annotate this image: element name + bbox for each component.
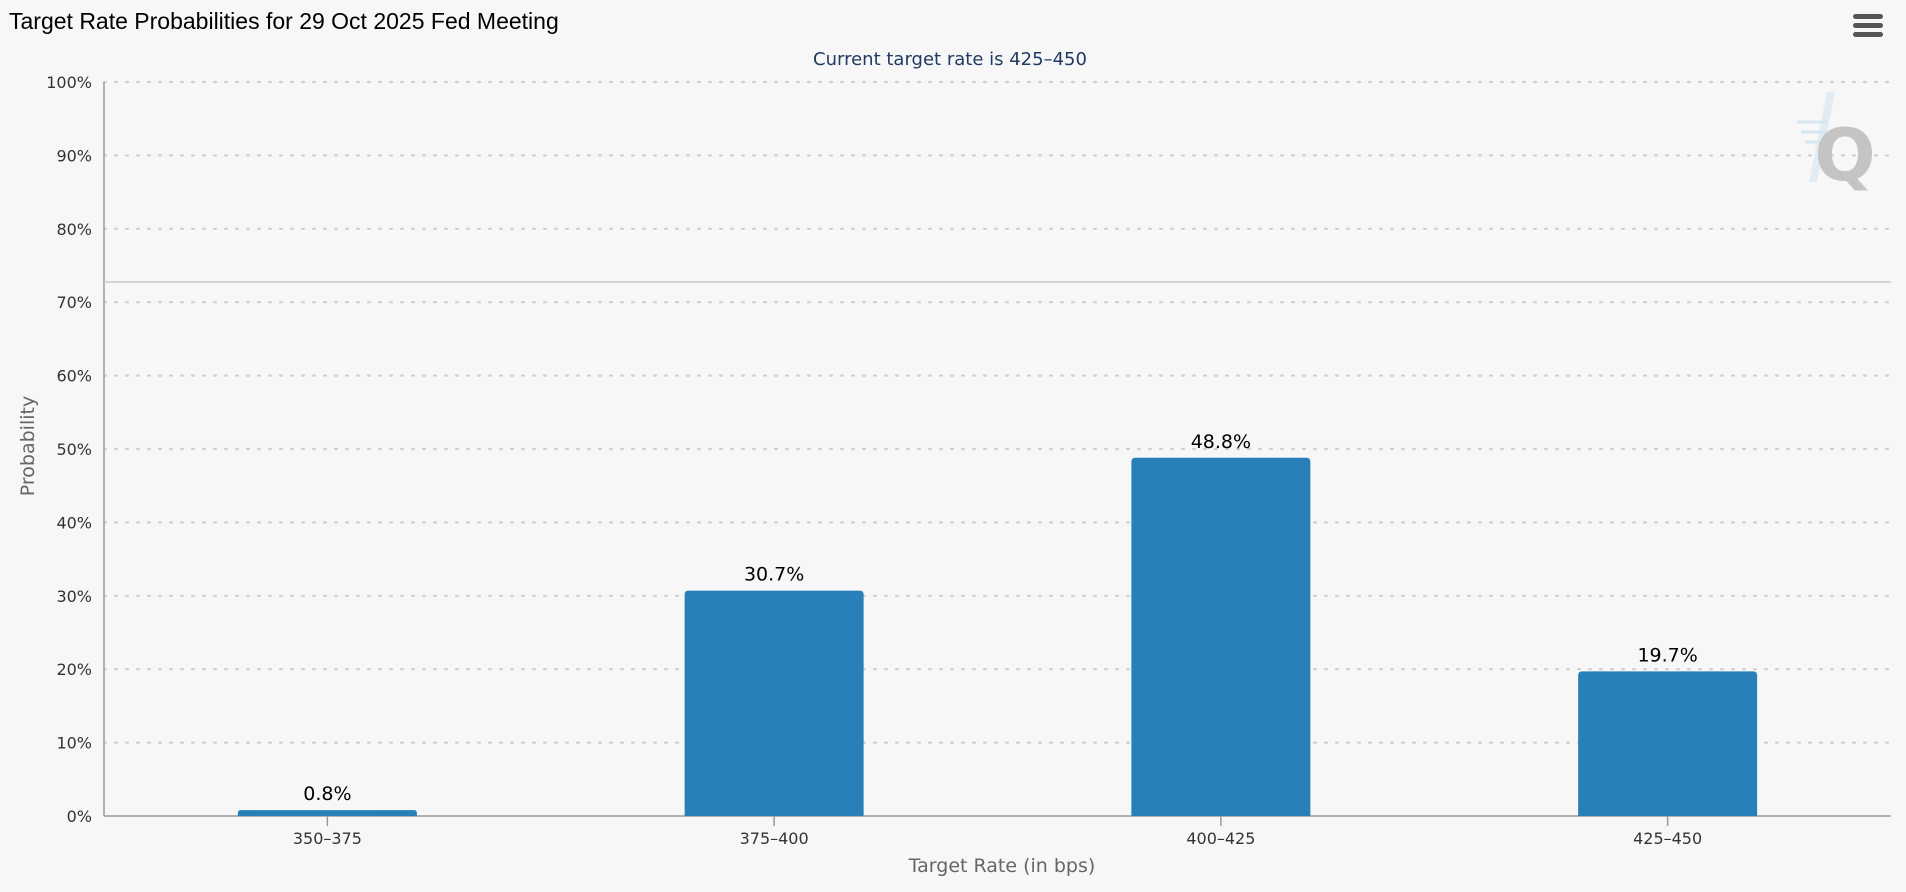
y-tick-label: 90% [56, 146, 92, 165]
y-tick-label: 40% [56, 513, 92, 532]
x-tick-label: 375–400 [740, 829, 809, 848]
chart-subtitle: Current target rate is 425–450 [813, 49, 1087, 70]
x-tick-label: 400–425 [1186, 829, 1255, 848]
y-tick-label: 100% [46, 73, 92, 92]
bar-4[interactable] [1578, 671, 1758, 816]
bar-value-label: 30.7% [744, 564, 804, 586]
y-tick-label: 20% [56, 660, 92, 679]
bar-2[interactable] [684, 590, 864, 816]
y-tick-label: 10% [56, 734, 92, 753]
x-tick-label: 425–450 [1633, 829, 1702, 848]
q-logo-icon: Q [1797, 92, 1876, 197]
x-axis-title: Target Rate (in bps) [908, 855, 1096, 877]
hamburger-menu-icon[interactable] [1853, 14, 1883, 40]
data-labels: 0.8% 30.7% 48.8% 19.7% [303, 431, 1698, 805]
gridlines [102, 80, 1893, 744]
y-tick-label: 0% [67, 807, 92, 826]
bar-value-label: 48.8% [1191, 431, 1251, 453]
bar-3[interactable] [1131, 457, 1311, 816]
y-tick-label: 80% [56, 220, 92, 239]
y-tick-label: 30% [56, 587, 92, 606]
bar-1[interactable] [237, 810, 417, 816]
bar-value-label: 0.8% [303, 783, 351, 805]
y-tick-label: 50% [56, 440, 92, 459]
y-tick-label: 70% [56, 293, 92, 312]
y-tick-label: 60% [56, 367, 92, 386]
bars [237, 457, 1758, 816]
y-axis-title: Probability [17, 396, 39, 496]
x-tick-label: 350–375 [293, 829, 362, 848]
watermark-letter: Q [1814, 113, 1875, 197]
bar-value-label: 19.7% [1637, 644, 1697, 666]
page-title: Target Rate Probabilities for 29 Oct 202… [9, 8, 559, 34]
